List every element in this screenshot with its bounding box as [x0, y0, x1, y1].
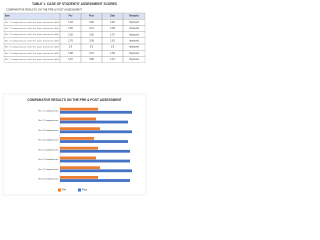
chart-title: COMPARATIVE RESULTS ON THE PRE & POST AS… [27, 98, 122, 102]
bar [60, 107, 98, 111]
table-cell-text: 1.59 [110, 53, 115, 55]
bar [60, 130, 132, 134]
bar [60, 140, 128, 143]
table-cell-text: Improved [129, 52, 139, 55]
bar [60, 149, 130, 153]
table-cell-text: No. 7 Competencies with the least master… [5, 58, 59, 61]
bar [60, 117, 96, 121]
table-cell-text: 1.61 [110, 59, 115, 61]
column-header: Remarks [129, 16, 139, 18]
table-cell-text: Improved [129, 21, 139, 24]
category-label: No. 4 Competencies [39, 139, 60, 142]
table-cell-text: 3.5 [90, 47, 94, 49]
table-cell-text: No. 1 Competencies with the least master… [5, 21, 59, 24]
table-cell-text: 1.82 [68, 28, 73, 30]
table-cell-text: 1.57 [110, 34, 115, 36]
bar [60, 176, 98, 179]
table-cell-text: Improved [129, 27, 139, 30]
category-label: No. 6 Competencies [39, 158, 60, 161]
table-cell-text: Improved [129, 46, 139, 49]
table-cell-text: Improved [129, 40, 139, 43]
table-cell-text: Improved [129, 58, 139, 61]
bar [60, 120, 128, 124]
document: TABLE 1. CASE OF STUDENTS' ASSESSMENT SC… [0, 0, 149, 198]
table-cell-text: 2.05 [68, 34, 73, 36]
table-cell-text: 3.62 [89, 34, 94, 36]
table-cell-text: 3.47 [89, 53, 94, 55]
bar [60, 166, 100, 170]
table-cell-text: 1.62 [110, 41, 115, 43]
legend-label: Post [82, 188, 87, 192]
bar [60, 156, 96, 160]
table-cell-text: No. 2 Competencies with the least master… [5, 27, 59, 30]
bar [60, 146, 98, 150]
bar [60, 169, 132, 173]
page: {"header": {"title": "TABLE 1. CASE OF S… [0, 0, 149, 198]
category-label: No. 5 Competencies [39, 148, 60, 151]
bar [60, 110, 132, 114]
table-cell-text: 1.97 [68, 59, 73, 61]
table-cell-text: 1.94 [68, 22, 73, 24]
table-cell-text: 3.58 [89, 59, 94, 61]
table-cell-text: 1.62 [110, 22, 115, 24]
title: TABLE 1. CASE OF STUDENTS' ASSESSMENT SC… [32, 2, 117, 6]
table-cell-text: 3.56 [89, 22, 94, 24]
category-label: No. 3 Competencies [39, 129, 60, 132]
column-header: Gain [110, 16, 116, 18]
column-header: Pre [69, 16, 73, 18]
bar [60, 137, 94, 140]
bar [60, 179, 130, 182]
table-cell-text: No. 4 Competencies with the least master… [5, 39, 59, 42]
legend-swatch [58, 188, 61, 192]
column-header: Item [5, 15, 10, 18]
table-header-bg [4, 13, 145, 20]
category-label: No. 7 Competencies [39, 168, 60, 171]
legend-swatch [78, 188, 81, 192]
subtitle: COMPARATIVE RESULTS ON THE PRE & POST AS… [6, 8, 82, 12]
table-cell-text: Improved [129, 33, 139, 36]
category-label: No. 8 Competencies [39, 178, 60, 181]
table-cell-text: 1.88 [68, 53, 73, 55]
table-cell-text: 3.38 [89, 41, 94, 43]
column-header: Post [89, 15, 94, 18]
table-cell-text: 1.9 [69, 47, 73, 49]
table-cell-text: 1.76 [68, 41, 73, 43]
table-cell-text: 1.59 [110, 28, 115, 30]
table-cell-text: No. 6 Competencies with the least master… [5, 52, 59, 55]
bar [60, 127, 100, 131]
legend-label: Pre [62, 188, 67, 192]
table-cell-text: 3.41 [89, 28, 94, 30]
table-cell-text: 1.6 [111, 47, 115, 49]
table-cell-text: No. 3 Competencies with the least master… [5, 33, 59, 36]
bar [60, 159, 130, 163]
table-cell [122, 56, 146, 63]
category-label: No. 1 Competencies [39, 109, 60, 112]
category-label: No. 2 Competencies [39, 119, 60, 122]
table-cell-text: No. 5 Competencies with the least master… [5, 46, 59, 49]
